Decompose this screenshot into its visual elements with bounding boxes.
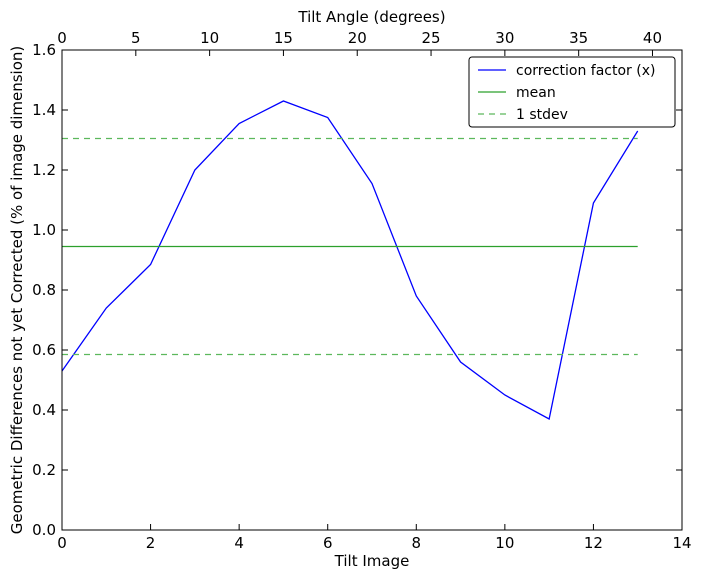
top-x-tick-label: 5 xyxy=(131,29,141,47)
y-tick-label: 1.6 xyxy=(32,41,56,59)
legend-label-stdev: 1 stdev xyxy=(516,107,568,123)
y-tick-label: 0.2 xyxy=(32,461,56,479)
x-tick-label: 4 xyxy=(234,534,244,552)
y-tick-label: 0.4 xyxy=(32,401,56,419)
x-tick-label: 6 xyxy=(323,534,333,552)
y-tick-label: 1.0 xyxy=(32,221,56,239)
top-x-tick-label: 30 xyxy=(495,29,514,47)
top-x-tick-label: 25 xyxy=(422,29,441,47)
legend-label-correction: correction factor (x) xyxy=(516,63,655,79)
top-x-tick-label: 40 xyxy=(643,29,662,47)
y-tick-label: 1.4 xyxy=(32,101,56,119)
x-tick-label: 0 xyxy=(57,534,67,552)
top-x-tick-label: 20 xyxy=(348,29,367,47)
plot-background xyxy=(62,50,682,530)
x-tick-label: 14 xyxy=(672,534,691,552)
legend-box xyxy=(468,56,676,128)
x-axis-title: Tilt Image xyxy=(334,552,410,570)
top-x-tick-label: 35 xyxy=(569,29,588,47)
y-tick-label: 1.2 xyxy=(32,161,56,179)
y-tick-label: 0.0 xyxy=(32,521,56,539)
y-tick-label: 0.8 xyxy=(32,281,56,299)
ticks-layer: 0 2 4 6 8 10 12 14 0 5 10 15 20 25 30 35 40 0.0 0.2 0.4 0.6 0… xyxy=(32,29,691,552)
legend: correction factor (x) mean 1 stdev xyxy=(468,56,676,128)
x-tick-label: 12 xyxy=(584,534,603,552)
top-x-tick-label: 10 xyxy=(200,29,219,47)
top-x-axis-title: Tilt Angle (degrees) xyxy=(297,8,445,26)
top-x-tick-label: 15 xyxy=(274,29,293,47)
y-tick-label: 0.6 xyxy=(32,341,56,359)
top-x-tick-label: 0 xyxy=(57,29,67,47)
x-tick-label: 8 xyxy=(412,534,422,552)
legend-label-mean: mean xyxy=(516,85,556,101)
x-tick-label: 2 xyxy=(146,534,156,552)
y-axis-title: Geometric Differences not yet Corrected … xyxy=(8,46,26,535)
x-tick-label: 10 xyxy=(495,534,514,552)
series-layer xyxy=(61,100,639,420)
series-line-correction-factor-x-0 xyxy=(61,100,639,420)
